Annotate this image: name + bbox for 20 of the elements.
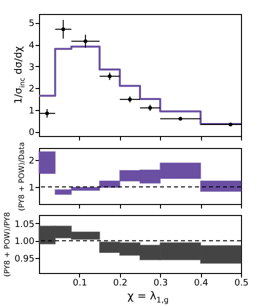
point — [45, 111, 49, 116]
y-tick-label: 1 — [28, 183, 34, 194]
y-tick-label: 0 — [28, 128, 35, 138]
y-tick-label: 4 — [28, 41, 35, 51]
y-tick-label: 2 — [28, 84, 34, 95]
x-tick-label: 0.5 — [234, 278, 249, 288]
y-tick-label: 0.95 — [14, 254, 34, 265]
point — [84, 39, 88, 44]
y-tick-label: 1.05 — [14, 220, 34, 230]
y-tick-label: 1 — [28, 106, 34, 116]
point — [61, 27, 66, 32]
x-axis-title: χ = λ$_{1,g}$ — [127, 289, 169, 305]
y-tick-label: 3 — [28, 62, 34, 73]
y-tick-label: 2 — [28, 156, 34, 167]
x-tick-label: 0.1 — [72, 278, 88, 288]
y-tick-label: 1.00 — [14, 237, 35, 248]
x-tick-label: 0.2 — [113, 278, 128, 288]
x-tick-label: 0.4 — [194, 278, 209, 288]
y-tick-label: 5 — [28, 19, 34, 30]
x-tick-label: 0.3 — [154, 278, 168, 288]
